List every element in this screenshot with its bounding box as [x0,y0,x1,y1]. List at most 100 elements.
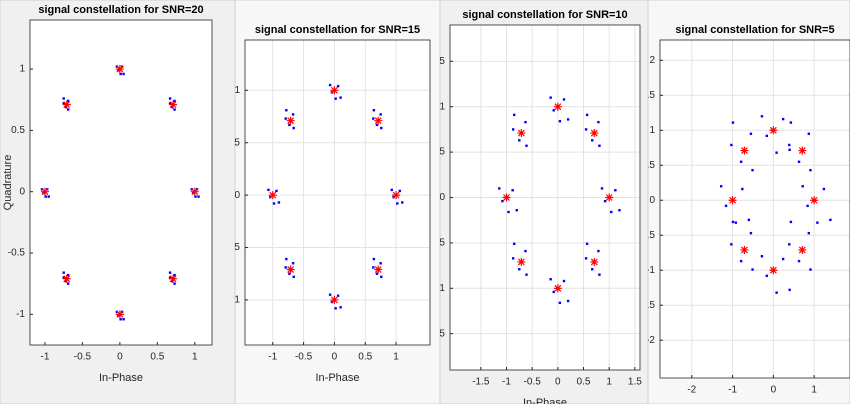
sample-point [336,84,340,88]
reference-point [286,116,295,125]
x-tick-label: 0 [332,352,338,363]
reference-point [392,191,401,200]
sample-point [731,220,735,224]
sample-point [64,105,68,109]
sample-point [765,274,769,278]
sample-point [285,257,288,261]
sample-point [584,128,588,131]
reference-point [115,310,124,319]
sample-point [618,209,621,212]
x-tick-label: 1 [393,352,399,363]
sample-point [801,185,804,188]
sample-point [734,221,738,224]
x-tick-label: -1 [41,352,50,363]
sample-point [765,134,769,138]
y-tick-label: 0.5 [641,160,655,171]
x-tick-label: -1.5 [472,377,490,388]
sample-point [390,188,393,192]
y-tick-label: 0.5 [11,125,25,136]
x-tick-label: -1 [728,385,737,396]
sample-point [591,139,594,142]
panel: -1 -0.5 0 0.5 1 -1 -0.5 0 0.5 1 signal constellati… [0,0,235,404]
y-tick-label: 0.5 [226,137,240,148]
sample-point [788,148,791,152]
reference-point [330,295,339,304]
sample-point [292,126,295,130]
reference-point [40,187,49,196]
sample-point [272,202,276,205]
reference-point [374,116,383,125]
sample-point [775,291,778,294]
sample-point [518,139,521,142]
sample-point [171,105,174,109]
reference-point [769,126,778,135]
x-tick-label: 1.5 [628,377,642,388]
sample-point [788,243,791,246]
reference-point [502,193,511,202]
chart-title: signal constellation for SNR=10 [462,9,627,21]
x-axis-label: In-Phase [523,397,567,404]
sample-point [585,113,589,117]
reference-point [286,265,295,274]
sample-point [566,299,570,303]
sample-point [809,168,812,172]
reference-point [590,257,599,266]
sample-point [730,143,733,147]
y-tick-label: 0 [19,186,25,197]
sample-point [518,268,521,271]
x-axis-label: In-Phase [99,372,143,384]
sample-point [380,126,383,130]
sample-point [339,306,342,309]
chart-title: signal constellation for SNR=20 [38,4,203,16]
sample-point [380,275,383,279]
sample-point [64,280,68,283]
sample-point [173,282,176,285]
sample-point [751,268,754,271]
reference-point [268,191,277,200]
sample-point [401,201,404,204]
reference-point [553,284,562,293]
sample-point [197,195,200,198]
x-tick-label: 0.5 [577,377,591,388]
sample-point [511,128,515,131]
sample-point [168,97,172,100]
reference-point [798,146,807,155]
sample-point [562,98,566,101]
sample-point [806,204,809,208]
sample-point [267,188,270,192]
reference-point [798,245,807,254]
sample-point [277,201,281,204]
sample-point [788,143,791,147]
sample-point [291,113,295,116]
reference-point [517,129,526,138]
sample-point [44,195,47,198]
sample-point [498,187,501,190]
sample-point [775,151,778,154]
sample-point [507,210,510,214]
sample-point [66,282,70,285]
sample-point [122,72,125,76]
axes-background [660,40,850,378]
sample-point [328,83,332,87]
axes-border [29,19,213,346]
sample-point [549,278,552,281]
axes-border [244,39,431,346]
y-tick-label: -0.5 [8,248,26,259]
sample-point [62,97,65,100]
reference-point [605,193,614,202]
sample-point [797,160,801,163]
reference-point [553,102,562,111]
y-tick-label: -2 [646,335,655,346]
sample-point [724,204,728,208]
sample-point [284,266,287,269]
sample-point [122,318,125,321]
x-tick-label: 0.5 [358,352,372,363]
sample-point [552,109,555,112]
sample-point [375,123,379,127]
sample-point [285,109,288,112]
sample-point [558,120,562,123]
sample-point [747,218,751,222]
reference-point [169,100,178,109]
y-tick-label: 1.5 [641,90,655,101]
